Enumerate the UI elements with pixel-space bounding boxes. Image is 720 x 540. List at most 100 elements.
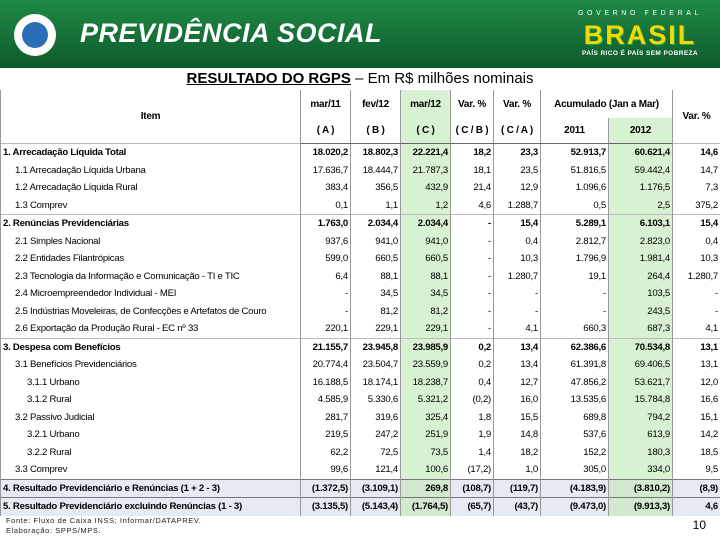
cell: (65,7) — [450, 497, 494, 516]
cell: 13,1 — [672, 337, 720, 356]
cell: 52.913,7 — [540, 143, 609, 162]
brand-title: PREVIDÊNCIA SOCIAL — [80, 18, 383, 48]
header-cell: ( C / A ) — [493, 118, 541, 144]
cell: 243,5 — [608, 302, 673, 320]
cell: 100,6 — [400, 461, 451, 479]
cell: 18.444,7 — [350, 161, 401, 179]
cell: 1.763,0 — [300, 214, 351, 233]
cell: 13,4 — [493, 356, 541, 374]
cell: (17,2) — [450, 461, 494, 479]
cell: 2.812,7 — [540, 232, 609, 250]
cell: 2.823,0 — [608, 232, 673, 250]
cell: 18,2 — [450, 143, 494, 162]
cell: 53.621,7 — [608, 373, 673, 391]
table-row: 3.2.1 Urbano 219,5 247,2 251,9 1,9 14,8 537,6 6… — [0, 426, 720, 444]
header-row: ( A )( B )( C )( C / B )( C / A ) 2011 201… — [1, 118, 720, 144]
cell: 1.096,6 — [540, 179, 609, 197]
table-row: 3.1 Benefícios Previdenciários 20.774,4 23… — [0, 356, 720, 374]
row-label: 4. Resultado Previdenciário e Renúncias … — [0, 478, 301, 498]
cell: 15,5 — [493, 408, 541, 426]
cell: 4,6 — [450, 196, 494, 215]
cell: 660,3 — [540, 320, 609, 338]
cell: - — [672, 285, 720, 303]
header-cell: mar/12 — [400, 90, 451, 118]
cell: (119,7) — [493, 478, 541, 498]
cell: 23.945,8 — [350, 337, 401, 356]
cell: 62,2 — [300, 443, 351, 461]
table-row: 3.2.2 Rural 62,2 72,5 73,5 1,4 18,2 152,2 180,3… — [0, 443, 720, 461]
table-row: 2.1 Simples Nacional 937,6 941,0 941,0-0,4 2… — [0, 232, 720, 250]
cell: 269,8 — [400, 478, 451, 498]
row-label: 1.1 Arrecadação Líquida Urbana — [0, 161, 301, 179]
cell: 69.406,5 — [608, 356, 673, 374]
cell: 59.442,4 — [608, 161, 673, 179]
cell: 1,0 — [493, 461, 541, 479]
cell: (108,7) — [450, 478, 494, 498]
cell: 599,0 — [300, 250, 351, 268]
cell: - — [450, 302, 494, 320]
cell: 15.784,8 — [608, 391, 673, 409]
row-label: 3.2 Passivo Judicial — [0, 408, 301, 426]
table-row: 3.1.1 Urbano 16.188,5 18.174,1 18.238,7 0,4 1… — [0, 373, 720, 391]
header-cell: mar/11 — [300, 90, 351, 118]
row-label: 1.2 Arrecadação Líquida Rural — [0, 179, 301, 197]
header-cell: Var. % — [672, 90, 720, 144]
cell: 13.535,6 — [540, 391, 609, 409]
heading-title: RESULTADO DO RGPS — [186, 70, 351, 87]
row-label: 2.3 Tecnologia da Informação e Comunicaç… — [0, 267, 301, 285]
header-cell: fev/12 — [350, 90, 401, 118]
cell: 794,2 — [608, 408, 673, 426]
row-label: 3.1.1 Urbano — [0, 373, 301, 391]
cell: 14,6 — [672, 143, 720, 162]
cell: 21,4 — [450, 179, 494, 197]
row-label: 2. Renúncias Previdenciárias — [0, 214, 301, 233]
row-label: 3. Despesa com Benefícios — [0, 337, 301, 356]
brand: BRASIL — [583, 20, 697, 50]
cell: 251,9 — [400, 426, 451, 444]
cell: 21.787,3 — [400, 161, 451, 179]
cell: - — [300, 302, 351, 320]
table-row: 2.2 Entidades Filantrópicas 599,0 660,5 660… — [0, 250, 720, 268]
cell: - — [540, 285, 609, 303]
cell: 34,5 — [400, 285, 451, 303]
cell: 18,5 — [672, 443, 720, 461]
cell: 23.504,7 — [350, 356, 401, 374]
cell: 4,1 — [493, 320, 541, 338]
row-label: 5. Resultado Previdenciário excluindo Re… — [0, 497, 301, 516]
logo-mark — [22, 22, 48, 48]
cell: 20.774,4 — [300, 356, 351, 374]
cell: (4.183,9) — [540, 478, 609, 498]
header-cell: ( C ) — [400, 118, 451, 144]
cell: 88,1 — [350, 267, 401, 285]
header-cell: ( C / B ) — [450, 118, 494, 144]
cell: 10,3 — [672, 250, 720, 268]
row-label: 2.2 Entidades Filantrópicas — [0, 250, 301, 268]
cell: - — [450, 214, 494, 233]
cell: 18,2 — [493, 443, 541, 461]
cell: 305,0 — [540, 461, 609, 479]
table-row: 1. Arrecadação Líquida Total 18.020,2 18.8… — [0, 143, 720, 162]
cell: 941,0 — [350, 232, 401, 250]
cell: 15,1 — [672, 408, 720, 426]
cell: 2.034,4 — [350, 214, 401, 233]
cell: 16,0 — [493, 391, 541, 409]
cell: - — [493, 302, 541, 320]
cell: 2.034,4 — [400, 214, 451, 233]
cell: - — [450, 232, 494, 250]
cell: - — [450, 267, 494, 285]
cell: 0,4 — [493, 232, 541, 250]
cell: 0,4 — [450, 373, 494, 391]
cell: 12,9 — [493, 179, 541, 197]
cell: 23,3 — [493, 143, 541, 162]
cell: (43,7) — [493, 497, 541, 516]
cell: 1.981,4 — [608, 250, 673, 268]
elaboration: Elaboração: SPPS/MPS. — [6, 526, 102, 535]
cell: 99,6 — [300, 461, 351, 479]
cell: 12,7 — [493, 373, 541, 391]
cell: 383,4 — [300, 179, 351, 197]
row-label: 3.2.1 Urbano — [0, 426, 301, 444]
cell: 121,4 — [350, 461, 401, 479]
cell: 319,6 — [350, 408, 401, 426]
cell: 72,5 — [350, 443, 401, 461]
cell: 1,8 — [450, 408, 494, 426]
